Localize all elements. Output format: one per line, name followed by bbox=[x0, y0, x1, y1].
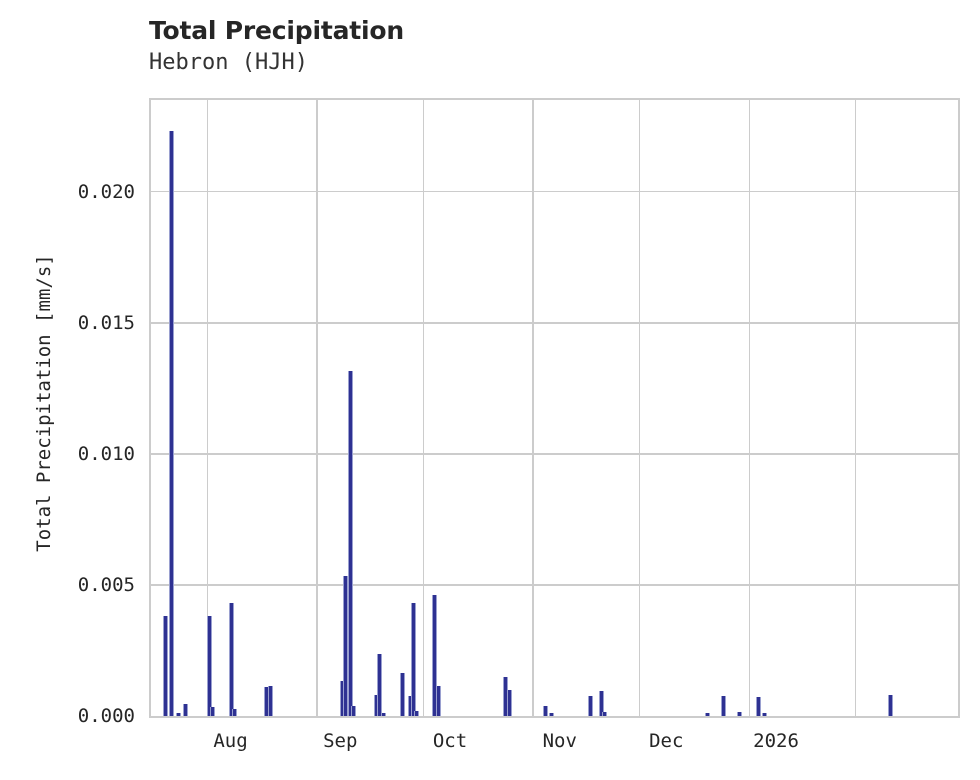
bar bbox=[168, 131, 174, 716]
y-axis-tick-label: 0.005 bbox=[77, 573, 135, 596]
bar bbox=[162, 616, 168, 716]
x-axis-tick-label: 2026 bbox=[753, 730, 799, 752]
bar bbox=[381, 712, 387, 716]
gridline-vertical bbox=[206, 100, 209, 716]
x-axis-tick-label: Aug bbox=[213, 730, 248, 752]
bar bbox=[206, 616, 212, 716]
x-axis-tick-label: Dec bbox=[649, 730, 684, 752]
bar bbox=[704, 712, 710, 716]
bar bbox=[182, 704, 188, 716]
bar bbox=[175, 712, 181, 716]
y-axis-tick-label: 0.020 bbox=[77, 180, 135, 203]
bar bbox=[431, 595, 437, 716]
bar bbox=[228, 603, 234, 716]
gridline-vertical bbox=[532, 100, 534, 716]
chart-title: Total Precipitation bbox=[149, 16, 404, 45]
bar bbox=[720, 696, 726, 716]
bar bbox=[231, 709, 237, 716]
bar bbox=[348, 371, 354, 716]
x-axis-tick-label: Sep bbox=[323, 730, 358, 752]
x-axis-tick-label: Oct bbox=[432, 730, 468, 752]
plot-area bbox=[149, 98, 960, 718]
gridline-vertical bbox=[638, 100, 641, 716]
plot-inner bbox=[151, 100, 958, 716]
gridline-vertical bbox=[316, 100, 318, 716]
bar bbox=[343, 575, 349, 716]
bar bbox=[377, 654, 383, 716]
bar bbox=[543, 706, 549, 716]
bar bbox=[400, 672, 406, 716]
y-axis-tick-label: 0.010 bbox=[77, 442, 135, 465]
y-axis-tick-label: 0.000 bbox=[77, 705, 135, 727]
y-axis-tick-label: 0.015 bbox=[77, 311, 135, 334]
bar bbox=[411, 603, 416, 716]
gridline-horizontal bbox=[151, 453, 958, 455]
bar bbox=[602, 712, 608, 716]
gridline-horizontal bbox=[151, 322, 958, 324]
bar bbox=[755, 697, 761, 716]
gridline-vertical bbox=[748, 100, 750, 716]
gridline-horizontal bbox=[151, 190, 958, 193]
bar bbox=[887, 695, 893, 716]
bar bbox=[736, 712, 742, 716]
bar bbox=[267, 685, 273, 716]
bar bbox=[588, 696, 594, 716]
bar bbox=[435, 685, 441, 716]
bar bbox=[549, 713, 555, 716]
chart-subtitle: Hebron (HJH) bbox=[149, 50, 308, 75]
gridline-vertical bbox=[422, 100, 425, 716]
x-axis-tick-label: Nov bbox=[542, 730, 577, 752]
bar bbox=[761, 712, 767, 716]
gridline-horizontal bbox=[151, 584, 958, 586]
bar bbox=[209, 706, 215, 716]
bar bbox=[414, 711, 419, 716]
bar bbox=[506, 689, 512, 716]
gridline-vertical bbox=[854, 100, 857, 716]
bar bbox=[351, 705, 357, 716]
bar bbox=[599, 691, 605, 716]
